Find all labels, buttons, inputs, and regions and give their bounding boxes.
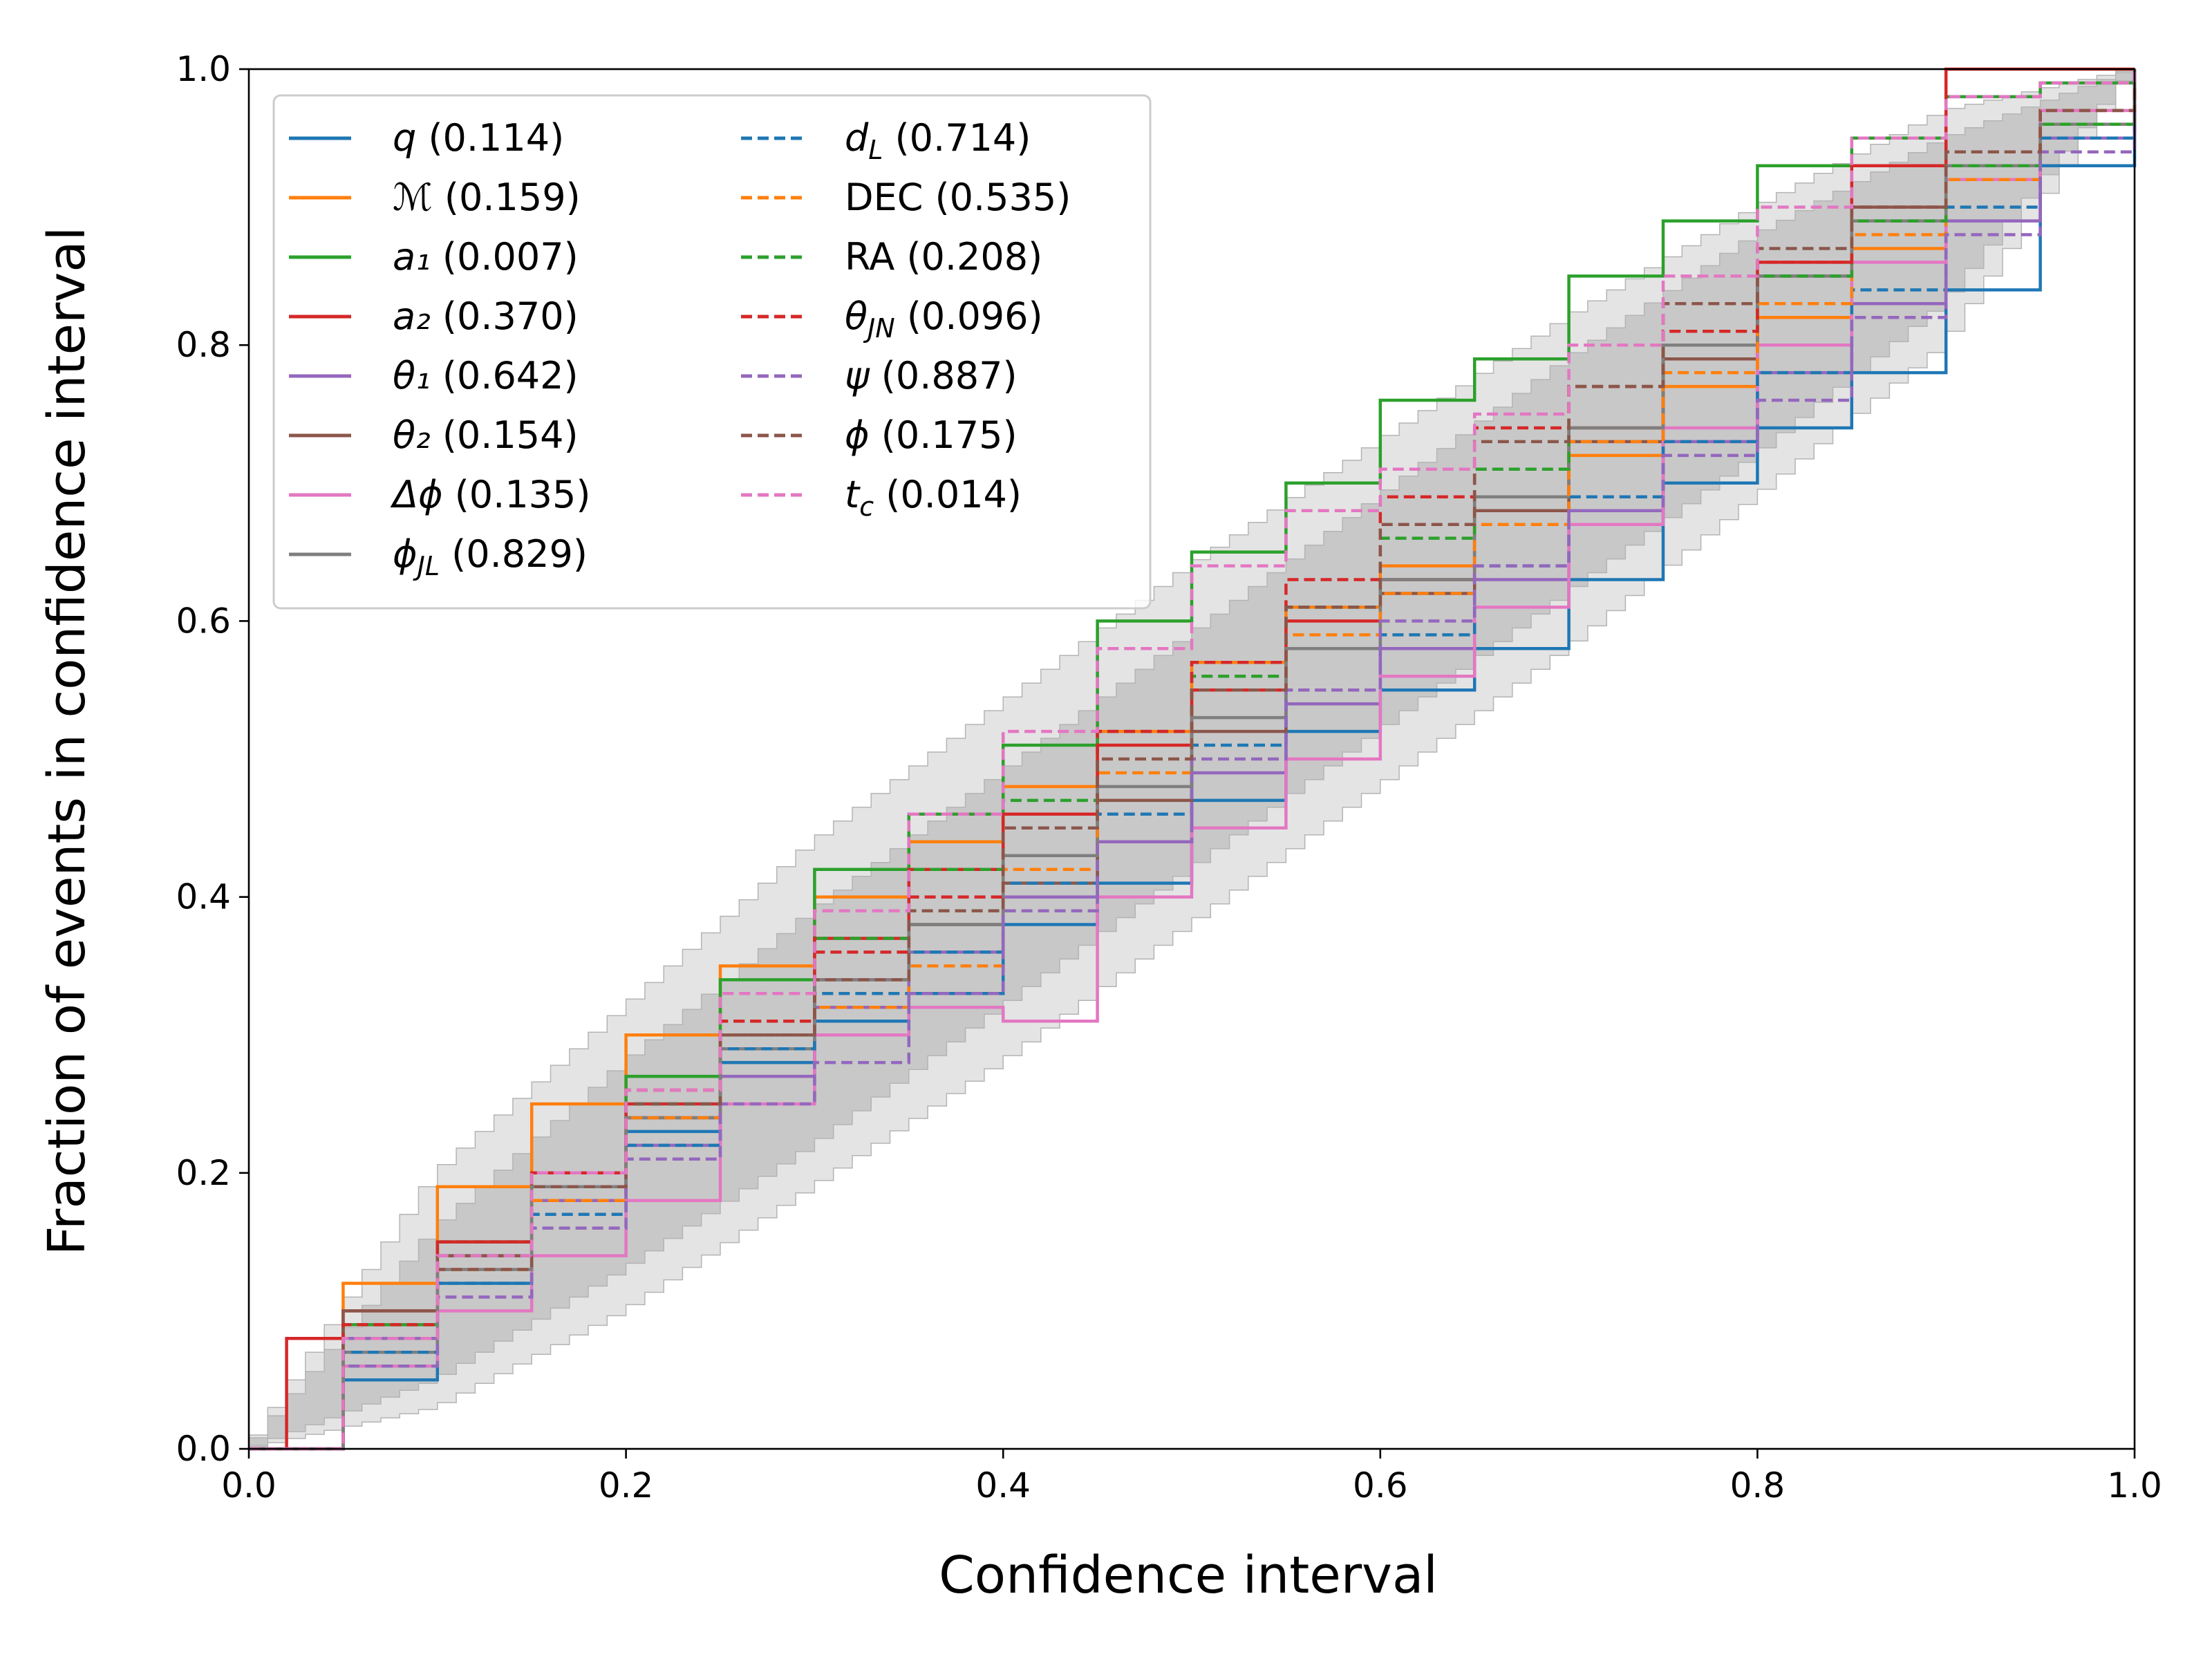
legend-label: Δϕ (0.135): [390, 473, 590, 516]
legend-label: tc (0.014): [845, 473, 1022, 522]
series-line-13: [249, 69, 2137, 1451]
y-tick-label: 0.6: [176, 601, 231, 641]
x-tick-label: 1.0: [2107, 1465, 2162, 1506]
x-tick-label: 0.0: [221, 1465, 276, 1506]
legend-label: ϕ (0.175): [845, 413, 1018, 457]
y-tick-label: 0.4: [176, 877, 231, 917]
legend-label: ψ (0.887): [845, 354, 1018, 397]
legend-label: ℳ (0.159): [393, 176, 581, 219]
y-tick-label: 0.0: [176, 1429, 231, 1469]
legend-label: DEC (0.535): [845, 176, 1071, 219]
y-tick-label: 1.0: [176, 49, 231, 89]
x-tick-label: 0.6: [1353, 1465, 1408, 1506]
legend-label: ϕJL (0.829): [393, 532, 588, 581]
legend-label: q (0.114): [393, 116, 564, 160]
series-lines: [249, 67, 2137, 1451]
legend-label: θJN (0.096): [845, 294, 1043, 344]
legend-box: [272, 94, 1152, 610]
plot-frame: [247, 68, 2136, 1450]
y-axis-ticks: 0.0 0.2 0.4 0.6 0.8 1.0: [176, 49, 249, 1469]
legend: q (0.114) ℳ (0.159) a₁ (0.007) a₂ (0.370) θ₁…: [272, 94, 1152, 610]
legend-label: θ₁ (0.642): [393, 354, 579, 397]
x-tick-label: 0.4: [975, 1465, 1031, 1506]
x-tick-label: 0.2: [599, 1465, 654, 1506]
y-tick-label: 0.2: [176, 1153, 231, 1193]
x-axis-ticks: 0.0 0.2 0.4 0.6 0.8 1.0: [221, 1449, 2162, 1506]
x-axis-label: Confidence interval: [939, 1546, 1438, 1605]
legend-label: RA (0.208): [845, 235, 1042, 279]
legend-label: dL (0.714): [845, 116, 1031, 165]
y-tick-label: 0.8: [176, 325, 231, 365]
legend-label: a₁ (0.007): [393, 235, 579, 279]
legend-label: a₂ (0.370): [393, 294, 579, 338]
legend-label: θ₂ (0.154): [393, 413, 579, 457]
x-tick-label: 0.8: [1730, 1465, 1785, 1506]
series-line-14: [249, 69, 2137, 1451]
y-axis-label: Fraction of events in confidence interva…: [37, 227, 97, 1255]
